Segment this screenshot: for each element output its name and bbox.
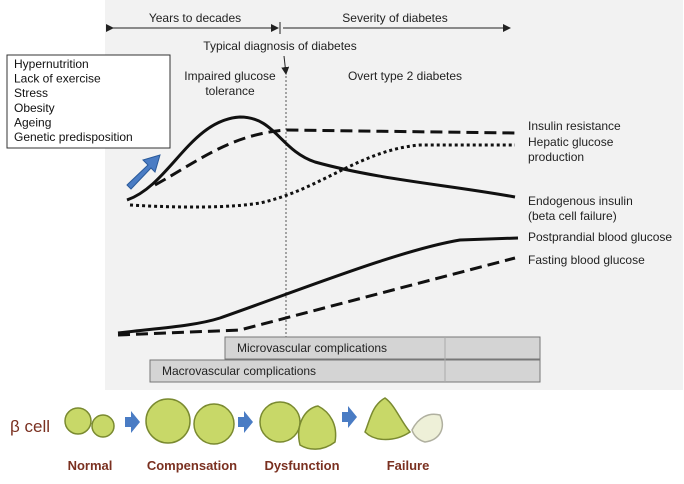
diagnosis-label: Typical diagnosis of diabetes bbox=[203, 39, 356, 53]
bar-label: Microvascular complications bbox=[237, 341, 387, 355]
stage-arrows bbox=[125, 406, 357, 433]
curve-label: production bbox=[528, 150, 584, 164]
span-label: Years to decades bbox=[149, 11, 241, 25]
curve-label: (beta cell failure) bbox=[528, 209, 617, 223]
fasting-curve bbox=[117, 256, 516, 337]
risk-factor: Genetic predisposition bbox=[14, 130, 133, 144]
beta-cell-label: β cell bbox=[10, 417, 50, 436]
cells bbox=[64, 397, 444, 450]
curve-label: Hepatic glucose bbox=[528, 135, 614, 149]
risk-factor: Obesity bbox=[14, 101, 55, 115]
span-label: Severity of diabetes bbox=[342, 11, 447, 25]
risk-box bbox=[6, 54, 171, 149]
risk-factor: Lack of exercise bbox=[14, 72, 101, 86]
phase-label: Overt type 2 diabetes bbox=[348, 69, 462, 83]
risk-factor: Ageing bbox=[14, 115, 51, 129]
curve-label: Fasting blood glucose bbox=[528, 253, 645, 267]
curve-label: Insulin resistance bbox=[528, 119, 621, 133]
phase-label: tolerance bbox=[205, 84, 255, 98]
blue-arrow bbox=[126, 154, 161, 190]
insulin-curve bbox=[126, 115, 516, 202]
risk-factor: Hypernutrition bbox=[14, 57, 89, 71]
bar-label: Macrovascular complications bbox=[162, 364, 316, 378]
panel bbox=[105, 0, 683, 390]
stage-label: Dysfunction bbox=[264, 458, 339, 473]
postprandial-curve bbox=[117, 236, 519, 335]
macro-bar bbox=[149, 359, 541, 383]
micro-bar bbox=[224, 336, 541, 360]
stage-label: Normal bbox=[68, 458, 113, 473]
diagnosis-arrow bbox=[281, 55, 290, 75]
stage-label: Compensation bbox=[147, 458, 237, 473]
phase-label: Impaired glucose bbox=[184, 69, 276, 83]
stage-label: Failure bbox=[387, 458, 430, 473]
risk-factor: Stress bbox=[14, 86, 48, 100]
curve-label: Postprandial blood glucose bbox=[528, 230, 672, 244]
curve-label: Endogenous insulin bbox=[528, 194, 633, 208]
resistance-curve bbox=[154, 128, 516, 187]
